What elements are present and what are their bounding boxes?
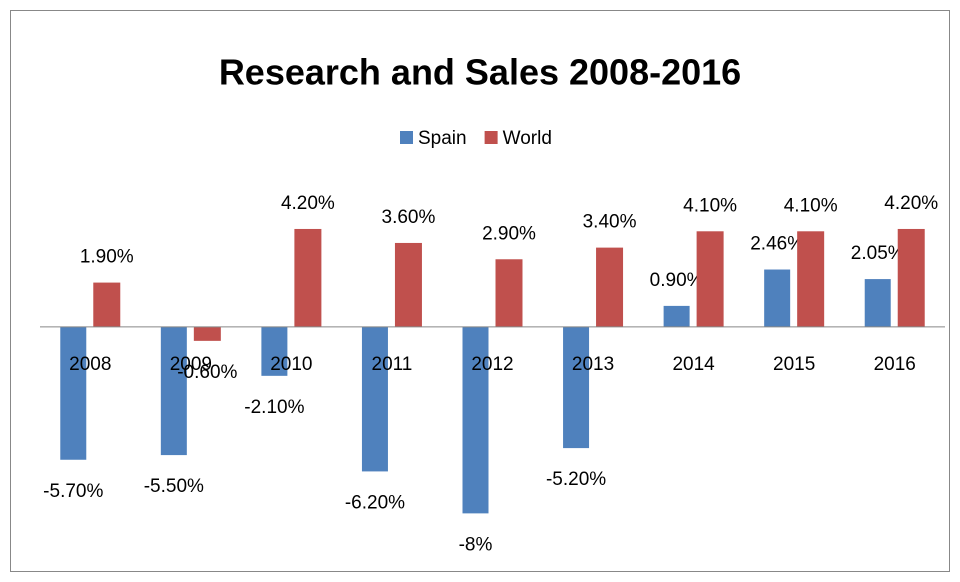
x-tick-label: 2013 bbox=[572, 354, 614, 375]
bar bbox=[160, 326, 187, 456]
x-tick-label: 2016 bbox=[874, 354, 916, 375]
data-label: 1.90% bbox=[80, 247, 134, 268]
legend-swatch bbox=[400, 131, 413, 144]
chart-title: Research and Sales 2008-2016 bbox=[219, 52, 741, 93]
data-label: 4.20% bbox=[281, 193, 335, 214]
x-tick-label: 2012 bbox=[471, 354, 513, 375]
data-label: 4.10% bbox=[784, 195, 838, 216]
data-label: -6.20% bbox=[345, 492, 405, 513]
bar bbox=[764, 269, 791, 327]
legend-swatch bbox=[484, 131, 498, 144]
bar bbox=[495, 259, 523, 327]
data-label: 2.05% bbox=[851, 243, 905, 264]
data-label: -5.70% bbox=[43, 481, 103, 502]
bar bbox=[462, 326, 489, 514]
bar bbox=[93, 282, 121, 327]
bar bbox=[864, 279, 891, 327]
data-label: -2.10% bbox=[244, 397, 304, 418]
x-tick-label: 2011 bbox=[372, 354, 413, 375]
legend-label: Spain bbox=[418, 128, 467, 149]
bar bbox=[663, 305, 690, 327]
data-label: 3.60% bbox=[382, 207, 436, 228]
x-tick-label: 2009 bbox=[170, 354, 212, 375]
bar bbox=[696, 231, 724, 327]
bar bbox=[394, 242, 422, 327]
data-label: -8% bbox=[459, 534, 493, 555]
x-tick-label: 2010 bbox=[270, 354, 312, 375]
bar bbox=[60, 326, 87, 460]
bar bbox=[897, 228, 925, 327]
bar bbox=[361, 326, 388, 472]
bar bbox=[797, 231, 825, 327]
bar bbox=[294, 228, 322, 327]
bar bbox=[193, 326, 221, 341]
data-label: -5.20% bbox=[546, 469, 606, 490]
data-label: 3.40% bbox=[583, 212, 637, 233]
x-tick-label: 2008 bbox=[69, 354, 111, 375]
bar bbox=[563, 326, 590, 449]
bar bbox=[261, 326, 288, 376]
legend-label: World bbox=[503, 128, 552, 149]
data-label: -0.60% bbox=[177, 362, 237, 383]
x-tick-label: 2015 bbox=[773, 354, 815, 375]
data-label: 2.90% bbox=[482, 223, 536, 244]
data-label: 0.90% bbox=[650, 270, 704, 291]
bar bbox=[596, 247, 624, 327]
data-label: 2.46% bbox=[750, 234, 804, 255]
data-label: 4.20% bbox=[884, 193, 938, 214]
data-label: 4.10% bbox=[683, 195, 737, 216]
x-tick-label: 2014 bbox=[672, 354, 715, 375]
data-label: -5.50% bbox=[144, 476, 204, 497]
